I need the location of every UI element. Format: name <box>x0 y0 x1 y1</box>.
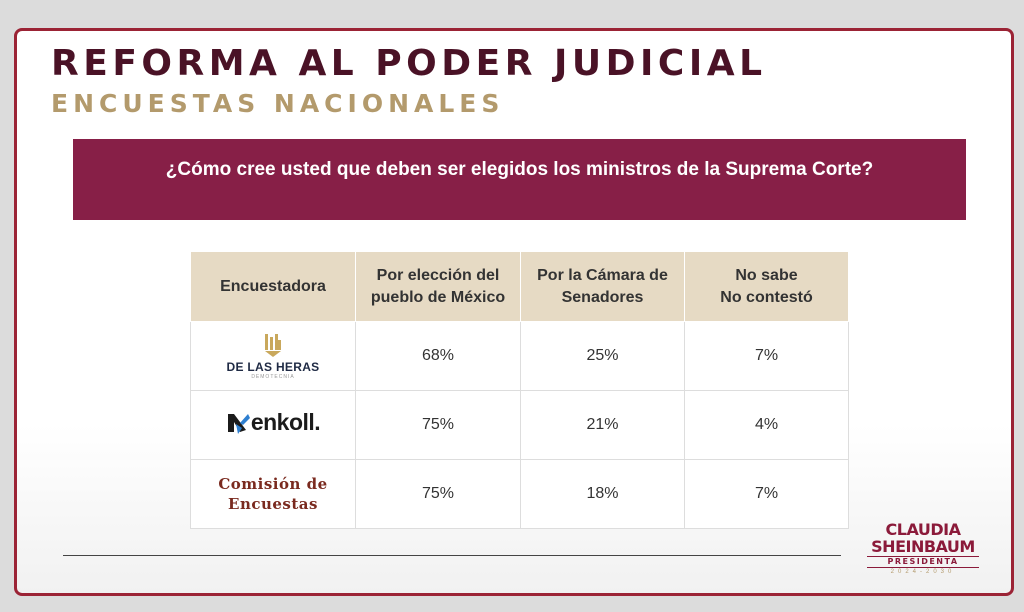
page-subtitle: ENCUESTAS NACIONALES <box>51 89 505 118</box>
brand-logo: CLAUDIA SHEINBAUM PRESIDENTA 2024-2030 <box>867 521 979 575</box>
page-title: REFORMA AL PODER JUDICIAL <box>51 43 767 84</box>
value-cell: 25% <box>520 321 685 391</box>
delasheras-logo: DE LAS HERAS DEMOTECNIA <box>227 332 320 380</box>
value-cell: 68% <box>355 321 521 391</box>
value-cell: 21% <box>520 390 685 460</box>
results-table: Encuestadora Por elección del pueblo de … <box>190 251 849 529</box>
header-senate: Por la Cámara de Senadores <box>520 251 685 322</box>
value-cell: 75% <box>355 390 521 460</box>
comision-logo: Comisión de Encuestas <box>192 474 354 514</box>
header-popular-vote: Por elección del pueblo de México <box>355 251 521 322</box>
pollster-cell: Comisión de Encuestas <box>190 459 356 529</box>
value-cell: 7% <box>684 459 849 529</box>
brand-line-2: SHEINBAUM <box>871 537 975 556</box>
delasheras-mark-icon <box>264 334 281 357</box>
table-row: enkoll. 75% 21% 4% <box>190 390 849 460</box>
header-no-answer: No sabe No contestó <box>684 251 849 322</box>
delasheras-name: DE LAS HERAS <box>226 360 320 374</box>
pollster-cell: DE LAS HERAS DEMOTECNIA <box>190 321 356 391</box>
value-cell: 18% <box>520 459 685 529</box>
value-cell: 75% <box>355 459 521 529</box>
comision-line-1: Comisión de <box>218 475 328 493</box>
table-header-row: Encuestadora Por elección del pueblo de … <box>190 251 849 322</box>
brand-line-4: 2024-2030 <box>890 569 956 575</box>
brand-line-1: CLAUDIA <box>885 520 961 539</box>
header-pollster: Encuestadora <box>190 251 356 322</box>
slide: REFORMA AL PODER JUDICIAL ENCUESTAS NACI… <box>14 28 1014 596</box>
question-banner: ¿Cómo cree usted que deben ser elegidos … <box>73 139 966 220</box>
comision-line-2: Encuestas <box>228 495 318 513</box>
table-row: DE LAS HERAS DEMOTECNIA 68% 25% 7% <box>190 321 849 391</box>
brand-line-3: PRESIDENTA <box>867 556 979 568</box>
enkoll-logo: enkoll. <box>226 409 321 436</box>
enkoll-name: enkoll. <box>250 409 321 436</box>
footer-divider <box>63 555 841 556</box>
question-text: ¿Cómo cree usted que deben ser elegidos … <box>165 159 874 180</box>
enkoll-mark-icon <box>227 413 250 434</box>
pollster-cell: enkoll. <box>190 390 356 460</box>
delasheras-tagline: DEMOTECNIA <box>251 374 295 380</box>
value-cell: 4% <box>684 390 849 460</box>
table-row: Comisión de Encuestas 75% 18% 7% <box>190 459 849 529</box>
value-cell: 7% <box>684 321 849 391</box>
